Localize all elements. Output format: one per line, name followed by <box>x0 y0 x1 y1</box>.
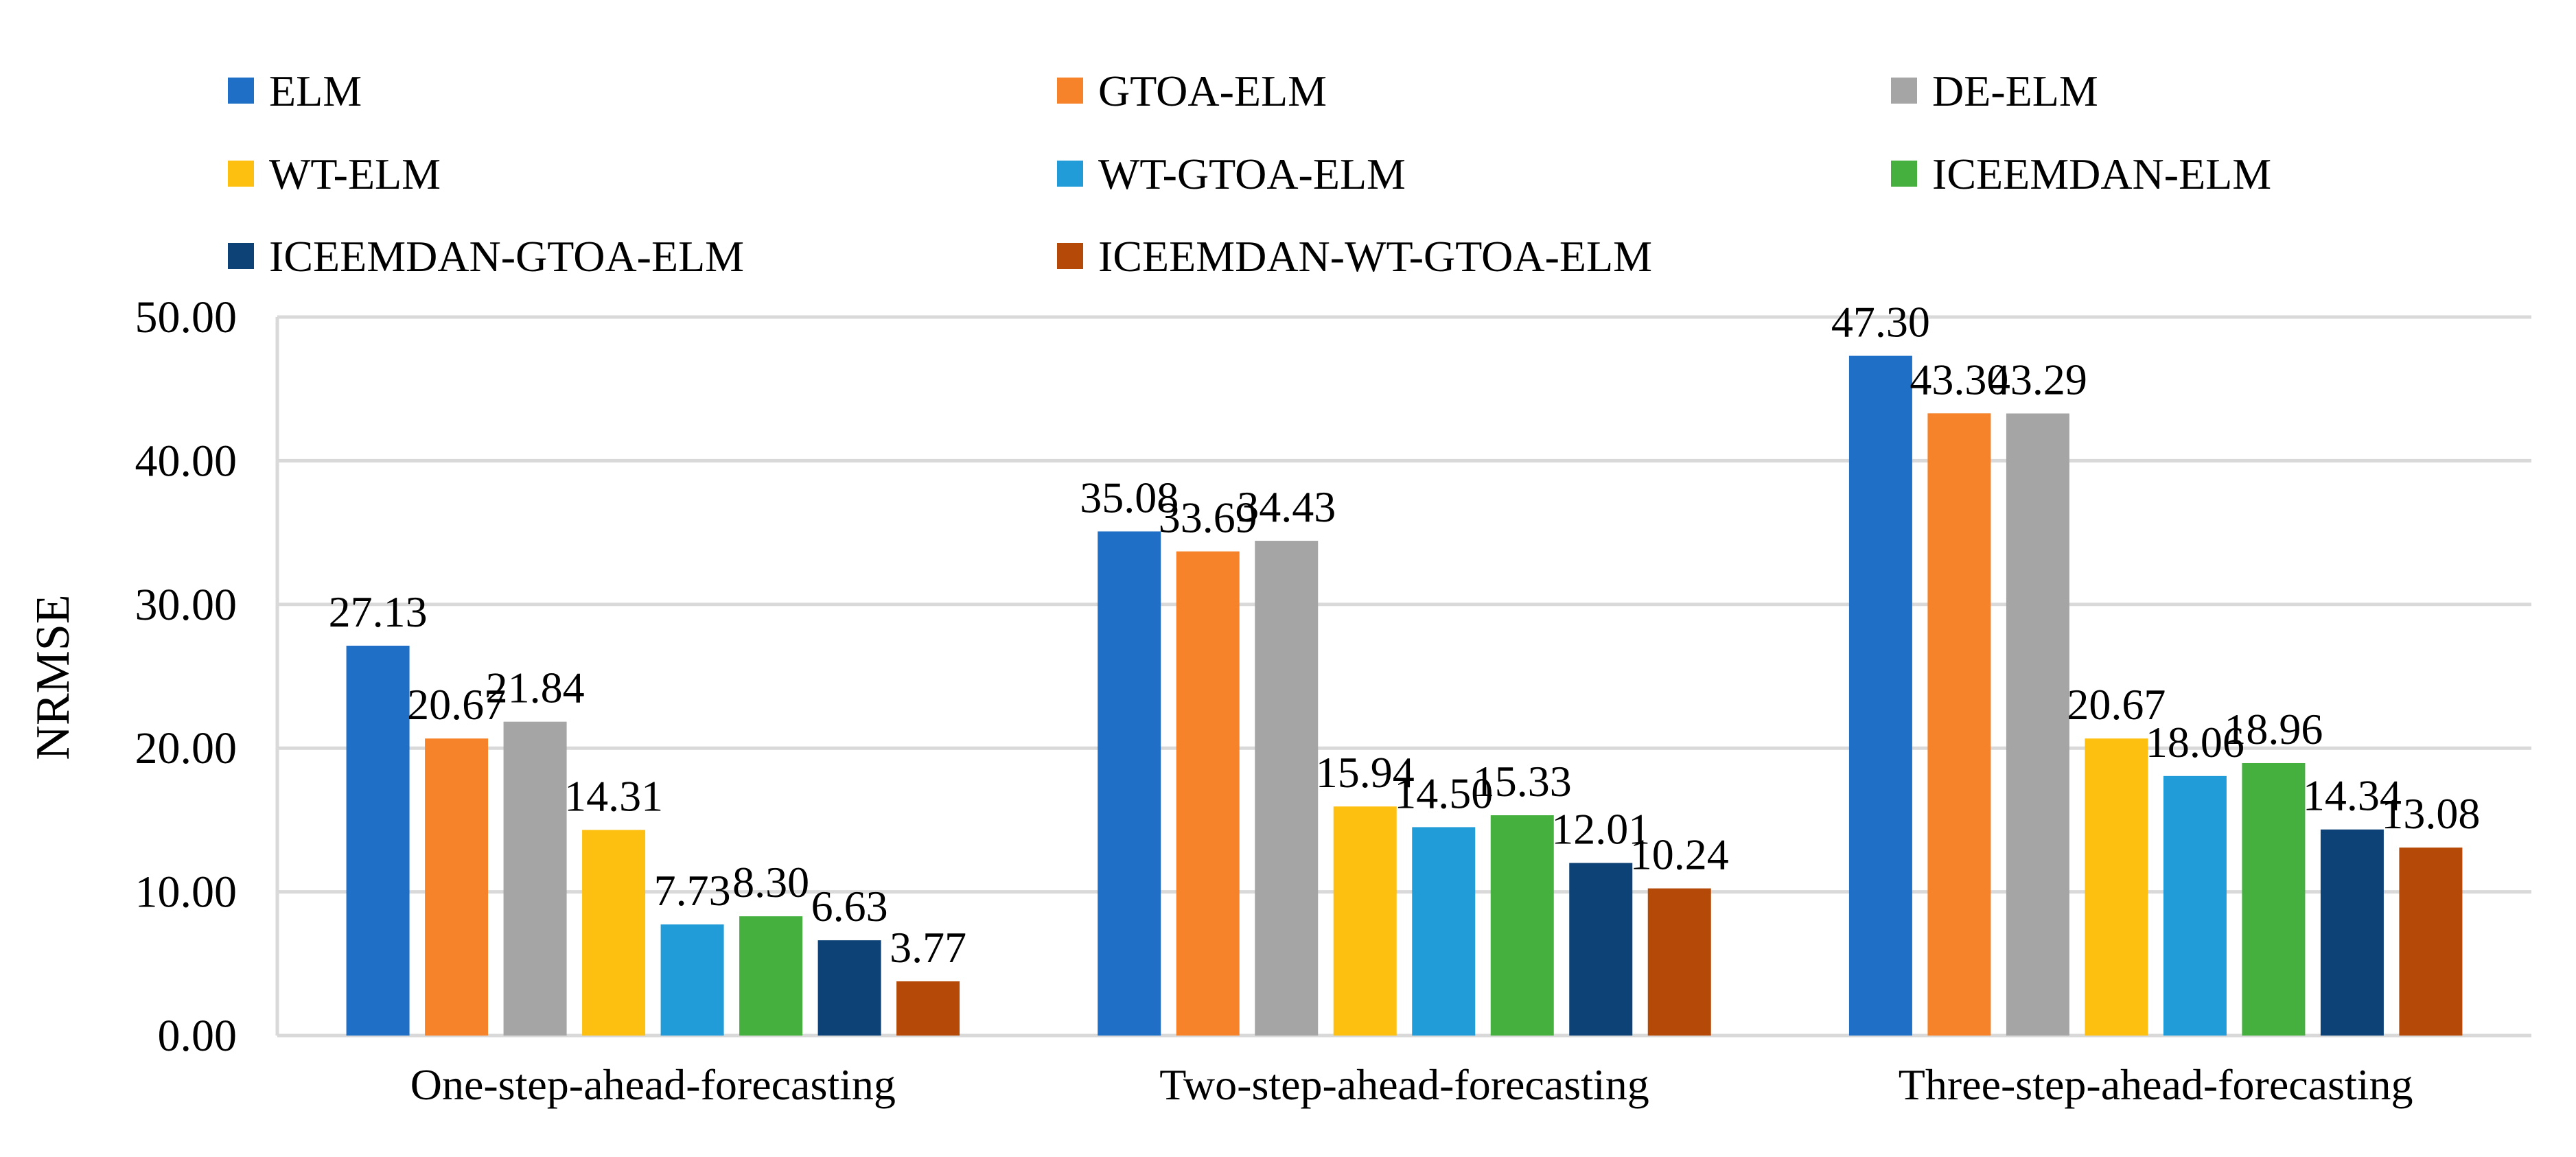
data-label: 43.30 <box>1910 355 2008 404</box>
data-label: 14.34 <box>2303 771 2402 820</box>
legend-swatch <box>228 161 254 187</box>
data-label: 6.63 <box>811 882 888 931</box>
legend-swatch <box>228 78 254 104</box>
bar-wt-gtoa-elm <box>1412 827 1476 1036</box>
bar-wt-elm <box>582 830 646 1036</box>
data-label: 12.01 <box>1551 805 1650 854</box>
y-tick-label: 0.00 <box>158 1011 237 1061</box>
legend-label: ICEEMDAN-ELM <box>1932 150 2271 198</box>
bar-iceemdan-gtoa-elm <box>2320 829 2384 1036</box>
y-tick-label: 30.00 <box>135 580 237 630</box>
legend-swatch <box>228 243 254 269</box>
data-label: 43.29 <box>1988 355 2087 404</box>
bar-iceemdan-elm <box>1490 815 1554 1036</box>
gridlines <box>275 315 2531 1038</box>
legend-label: DE-ELM <box>1932 67 2098 115</box>
legend-label: ICEEMDAN-GTOA-ELM <box>269 232 744 281</box>
category-label: Three-step-ahead-forecasting <box>1899 1060 2413 1109</box>
bar-elm <box>346 645 410 1036</box>
data-label: 47.30 <box>1831 298 1930 347</box>
data-label: 10.24 <box>1630 830 1729 879</box>
bar-gtoa-elm <box>1176 551 1240 1036</box>
x-axis-categories: One-step-ahead-forecasting Two-step-ahead… <box>410 1060 2413 1109</box>
y-axis-title: NRMSE <box>27 594 80 760</box>
bar-iceemdan-wt-gtoa-elm <box>1647 888 1711 1036</box>
legend-item: ICEEMDAN-WT-GTOA-ELM <box>1057 232 1652 281</box>
legend-label: ELM <box>269 67 362 115</box>
data-label: 35.08 <box>1080 473 1179 522</box>
bar-de-elm <box>503 721 567 1036</box>
data-label: 21.84 <box>486 664 585 712</box>
data-label: 3.77 <box>890 923 966 972</box>
bar-wt-elm <box>2085 738 2148 1036</box>
y-tick-label: 10.00 <box>135 867 237 918</box>
bar-iceemdan-elm <box>739 916 803 1036</box>
bar-elm <box>1098 531 1161 1036</box>
data-label: 15.33 <box>1473 757 1572 806</box>
bar-iceemdan-elm <box>2242 762 2306 1036</box>
data-label: 18.96 <box>2224 705 2323 753</box>
legend-item: ICEEMDAN-GTOA-ELM <box>228 232 744 281</box>
data-label: 14.31 <box>564 771 663 820</box>
data-label: 34.43 <box>1237 482 1336 531</box>
legend: ELM GTOA-ELM DE-ELM WT-ELM WT-GTOA-ELM ICEEMD… <box>228 67 2271 281</box>
legend-label: ICEEMDAN-WT-GTOA-ELM <box>1098 232 1652 281</box>
legend-swatch <box>1057 161 1083 187</box>
bar-de-elm <box>1255 541 1319 1036</box>
data-label: 7.73 <box>654 866 731 915</box>
data-label: 27.13 <box>329 587 428 636</box>
data-label: 20.67 <box>407 680 506 729</box>
bar-iceemdan-gtoa-elm <box>817 940 881 1036</box>
bar-elm <box>1848 355 1912 1036</box>
bar-de-elm <box>2006 413 2069 1036</box>
legend-label: GTOA-ELM <box>1098 67 1327 115</box>
data-label: 14.50 <box>1394 769 1493 817</box>
y-tick-label: 40.00 <box>135 436 237 486</box>
legend-item: GTOA-ELM <box>1057 67 1327 115</box>
y-tick-label: 20.00 <box>135 723 237 773</box>
bar-iceemdan-wt-gtoa-elm <box>2399 848 2463 1036</box>
legend-item: ELM <box>228 67 362 115</box>
legend-item: DE-ELM <box>1891 67 2098 115</box>
legend-item: ICEEMDAN-ELM <box>1891 150 2271 198</box>
data-label: 33.69 <box>1159 493 1257 542</box>
legend-swatch <box>1057 243 1083 269</box>
legend-label: WT-ELM <box>269 150 441 198</box>
data-label: 13.08 <box>2381 789 2480 838</box>
bar-iceemdan-wt-gtoa-elm <box>896 981 960 1036</box>
data-label: 8.30 <box>732 858 809 907</box>
legend-item: WT-GTOA-ELM <box>1057 150 1406 198</box>
bar-gtoa-elm <box>1927 413 1991 1036</box>
data-label: 15.94 <box>1316 748 1415 797</box>
bar-iceemdan-gtoa-elm <box>1569 863 1633 1036</box>
data-label: 18.06 <box>2146 718 2244 767</box>
category-label: One-step-ahead-forecasting <box>410 1060 896 1109</box>
category-label: Two-step-ahead-forecasting <box>1159 1060 1649 1109</box>
legend-swatch <box>1891 161 1917 187</box>
legend-swatch <box>1891 78 1917 104</box>
legend-item: WT-ELM <box>228 150 441 198</box>
legend-label: WT-GTOA-ELM <box>1098 150 1406 198</box>
legend-swatch <box>1057 78 1083 104</box>
bar-wt-gtoa-elm <box>2163 775 2227 1036</box>
bar-wt-gtoa-elm <box>660 924 724 1036</box>
y-tick-label: 50.00 <box>135 292 237 342</box>
bar-gtoa-elm <box>425 738 489 1036</box>
data-label: 20.67 <box>2067 680 2166 729</box>
y-axis-ticks: 0.00 10.00 20.00 30.00 40.00 50.00 <box>135 292 237 1061</box>
bar-wt-elm <box>1333 806 1397 1036</box>
